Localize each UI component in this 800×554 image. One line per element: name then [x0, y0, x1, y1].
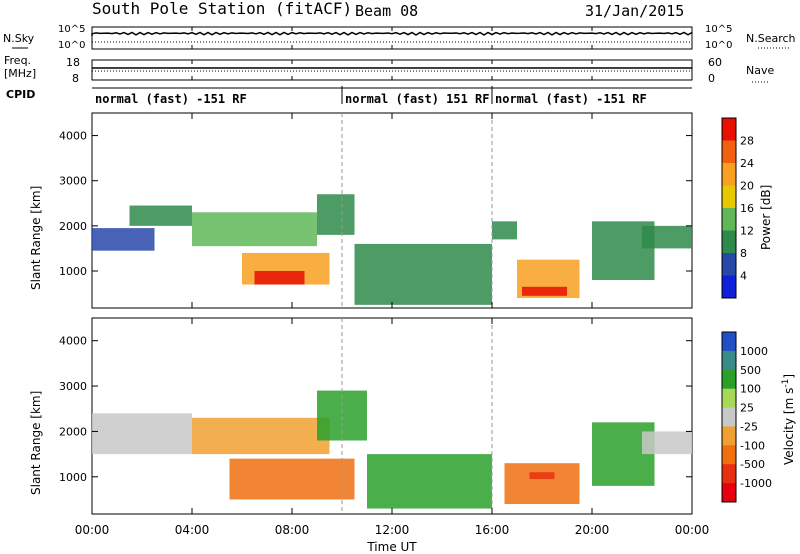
power-ylabel: Slant Range [km] — [29, 186, 43, 290]
echo-region — [354, 243, 492, 305]
velocity-colorbar-tick: 1000 — [740, 345, 768, 358]
x-tick-label: 04:00 — [175, 523, 210, 537]
figure-title: South Pole Station (fitACF) — [92, 0, 352, 18]
velocity-colorbar-tick: -25 — [740, 420, 758, 433]
echo-region — [642, 431, 692, 455]
y-tick-label: 4000 — [59, 130, 87, 143]
velocity-colorbar-frame — [721, 331, 737, 503]
nsearch-tick-bottom: 10^0 — [705, 40, 732, 51]
cpid-segment: normal (fast) -151 RF — [95, 92, 247, 106]
nsky-tick-bottom: 10^0 — [58, 40, 85, 51]
velocity-colorbar-swatch — [722, 350, 736, 371]
cpid-segment: normal (fast) 151 RF — [345, 92, 490, 106]
velocity-colorbar-swatch — [722, 483, 736, 503]
y-tick-label: 4000 — [59, 335, 87, 348]
power-colorbar-tick: 20 — [740, 180, 754, 193]
echo-region — [492, 221, 517, 240]
echo-region — [229, 458, 355, 500]
power-colorbar-swatch — [722, 163, 736, 186]
y-tick-label: 3000 — [59, 380, 87, 393]
nsearch-label: N.Search — [746, 32, 796, 45]
velocity-colorbar-tick: 500 — [740, 364, 761, 377]
noise-panel: N.Sky 10^5 10^0 10^5 10^0 N.Search — [3, 24, 796, 51]
power-colorbar-swatch — [722, 118, 736, 141]
y-tick-label: 1000 — [59, 471, 87, 484]
echo-region — [367, 454, 492, 509]
echo-region — [504, 463, 580, 505]
velocity-colorbar-swatch — [722, 332, 736, 352]
velocity-colorbar-tick: -1000 — [740, 477, 772, 490]
nsky-trace — [91, 31, 693, 36]
time-axis: 00:00 04:00 08:00 12:00 16:00 20:00 00:00 — [75, 27, 710, 537]
velocity-colorbar-tick: 100 — [740, 383, 761, 396]
x-tick-label: 20:00 — [575, 523, 610, 537]
echo-region — [192, 417, 330, 455]
velocity-colorbar-label: Velocity [m s-1] — [781, 374, 796, 465]
x-tick-label: 12:00 — [375, 523, 410, 537]
x-tick-label: 00:00 — [675, 523, 710, 537]
velocity-colorbar-swatch — [722, 369, 736, 390]
nave-tick-top: 60 — [708, 56, 722, 69]
velocity-colorbar-swatch — [722, 407, 736, 427]
velocity-colorbar-swatch — [722, 445, 736, 465]
velocity-colorbar-tick: -500 — [740, 458, 765, 471]
velocity-colorbar-swatch — [722, 464, 736, 484]
y-tick-label: 3000 — [59, 175, 87, 188]
power-colorbar-swatch — [722, 230, 736, 254]
x-tick-label: 16:00 — [475, 523, 510, 537]
nsky-tick-top: 10^5 — [58, 24, 85, 35]
power-colorbar-swatch — [722, 253, 736, 276]
cpid-label: CPID — [6, 88, 35, 101]
freq-label-line1: Freq. — [4, 54, 31, 67]
velocity-panel: 1000 2000 3000 4000 Slant Range [km] 1000 50… — [29, 317, 796, 515]
power-colorbar-swatch — [722, 275, 736, 299]
velocity-colorbar-swatch — [722, 426, 736, 446]
power-colorbar-swatch — [722, 185, 736, 209]
power-colorbar-tick: 24 — [740, 157, 754, 170]
echo-region — [192, 212, 317, 247]
nave-label: Nave — [746, 64, 774, 77]
power-colorbar-label: Power [dB] — [759, 185, 773, 250]
power-colorbar-swatch — [722, 208, 736, 231]
echo-region — [642, 225, 692, 249]
velocity-colorbar-tick: 25 — [740, 402, 754, 415]
y-tick-label: 1000 — [59, 265, 87, 278]
nsearch-tick-top: 10^5 — [705, 24, 732, 35]
nsky-label: N.Sky — [3, 32, 35, 45]
date-label: 31/Jan/2015 — [585, 2, 684, 20]
power-panel: 1000 2000 3000 4000 Slant Range [km] 4 8 12 16… — [29, 112, 773, 309]
cpid-segment: normal (fast) -151 RF — [495, 92, 647, 106]
echo-region — [129, 205, 192, 226]
echo-region — [92, 413, 192, 455]
power-colorbar-frame — [721, 117, 737, 299]
echo-region — [529, 472, 555, 480]
freq-tick-bottom: 8 — [72, 72, 79, 85]
x-tick-label: 08:00 — [275, 523, 310, 537]
beam-label: Beam 08 — [355, 2, 418, 20]
y-tick-label: 2000 — [59, 220, 87, 233]
velocity-colorbar-tick: -100 — [740, 439, 765, 452]
y-tick-label: 2000 — [59, 425, 87, 438]
velocity-colorbar-swatch — [722, 388, 736, 409]
cpid-row: CPID normal (fast) -151 RF normal (fast) … — [6, 86, 692, 106]
power-colorbar-tick: 12 — [740, 225, 754, 238]
echo-region — [522, 286, 567, 296]
x-tick-label: 00:00 — [75, 523, 110, 537]
freq-label-line2: [MHz] — [4, 67, 36, 80]
power-colorbar-tick: 8 — [740, 247, 747, 260]
echo-region — [254, 270, 305, 285]
xaxis-label: Time UT — [366, 540, 417, 554]
echo-region — [92, 228, 155, 251]
freq-panel: Freq. [MHz] 18 8 60 0 Nave — [4, 54, 774, 85]
power-colorbar-tick: 28 — [740, 135, 754, 148]
velocity-ylabel: Slant Range [km] — [29, 391, 43, 495]
echo-region — [317, 194, 355, 235]
freq-tick-top: 18 — [66, 56, 80, 69]
power-colorbar-tick: 16 — [740, 202, 754, 215]
power-colorbar-swatch — [722, 140, 736, 164]
nave-tick-bottom: 0 — [708, 72, 715, 85]
power-colorbar-tick: 4 — [740, 270, 747, 283]
